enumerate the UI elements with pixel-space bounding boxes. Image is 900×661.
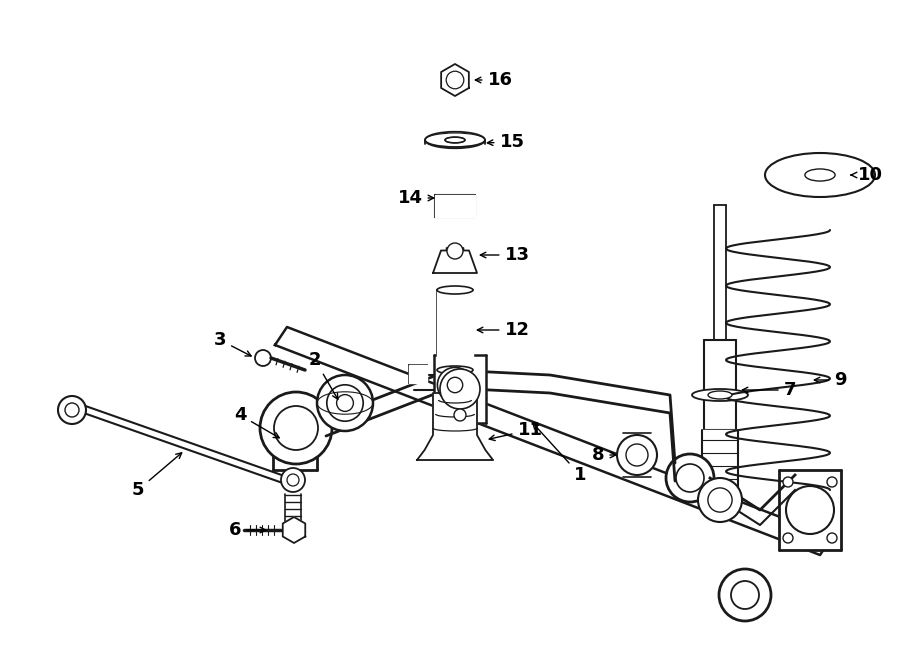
Circle shape	[287, 474, 299, 486]
Circle shape	[447, 243, 463, 259]
Circle shape	[666, 454, 714, 502]
Circle shape	[617, 435, 657, 475]
Ellipse shape	[692, 389, 748, 401]
Circle shape	[337, 395, 354, 411]
Circle shape	[719, 569, 771, 621]
Circle shape	[827, 477, 837, 487]
Circle shape	[58, 396, 86, 424]
Polygon shape	[437, 290, 473, 370]
Text: 15: 15	[487, 133, 525, 151]
Ellipse shape	[805, 169, 835, 181]
Polygon shape	[434, 355, 486, 423]
Polygon shape	[704, 340, 736, 430]
Text: 12: 12	[477, 321, 529, 339]
Circle shape	[783, 533, 793, 543]
Text: 4: 4	[234, 406, 279, 438]
Circle shape	[786, 486, 834, 534]
Text: 2: 2	[309, 351, 338, 399]
Circle shape	[454, 409, 466, 421]
Polygon shape	[779, 470, 841, 550]
Polygon shape	[702, 430, 738, 490]
Circle shape	[255, 350, 271, 366]
Circle shape	[327, 385, 364, 421]
Ellipse shape	[437, 286, 473, 294]
Circle shape	[827, 533, 837, 543]
Text: 10: 10	[851, 166, 883, 184]
Polygon shape	[433, 248, 477, 273]
Circle shape	[317, 375, 373, 431]
Circle shape	[676, 464, 704, 492]
Text: 7: 7	[742, 381, 796, 399]
Ellipse shape	[765, 153, 875, 197]
Ellipse shape	[445, 137, 465, 143]
Polygon shape	[409, 365, 427, 383]
Text: 3: 3	[214, 331, 251, 356]
Text: 14: 14	[398, 189, 434, 207]
Circle shape	[708, 488, 732, 512]
Circle shape	[281, 468, 305, 492]
Ellipse shape	[437, 366, 473, 374]
Ellipse shape	[425, 132, 485, 148]
Polygon shape	[275, 327, 832, 555]
Circle shape	[440, 369, 480, 409]
Circle shape	[731, 581, 759, 609]
Circle shape	[260, 392, 332, 464]
Polygon shape	[623, 433, 651, 477]
Circle shape	[447, 377, 463, 393]
Circle shape	[274, 406, 318, 450]
Circle shape	[65, 403, 79, 417]
Polygon shape	[441, 64, 469, 96]
Circle shape	[698, 478, 742, 522]
Circle shape	[437, 368, 472, 403]
Ellipse shape	[708, 391, 732, 399]
Text: 16: 16	[475, 71, 512, 89]
Polygon shape	[435, 195, 475, 217]
Circle shape	[446, 71, 464, 89]
Text: 9: 9	[814, 371, 846, 389]
Text: 11: 11	[490, 421, 543, 441]
Circle shape	[626, 444, 648, 466]
Text: 6: 6	[229, 521, 266, 539]
Circle shape	[783, 477, 793, 487]
Text: 1: 1	[533, 423, 586, 484]
Polygon shape	[283, 517, 305, 543]
Polygon shape	[417, 393, 493, 460]
Text: 13: 13	[481, 246, 529, 264]
Text: 8: 8	[591, 446, 616, 464]
Text: 5: 5	[131, 453, 182, 499]
